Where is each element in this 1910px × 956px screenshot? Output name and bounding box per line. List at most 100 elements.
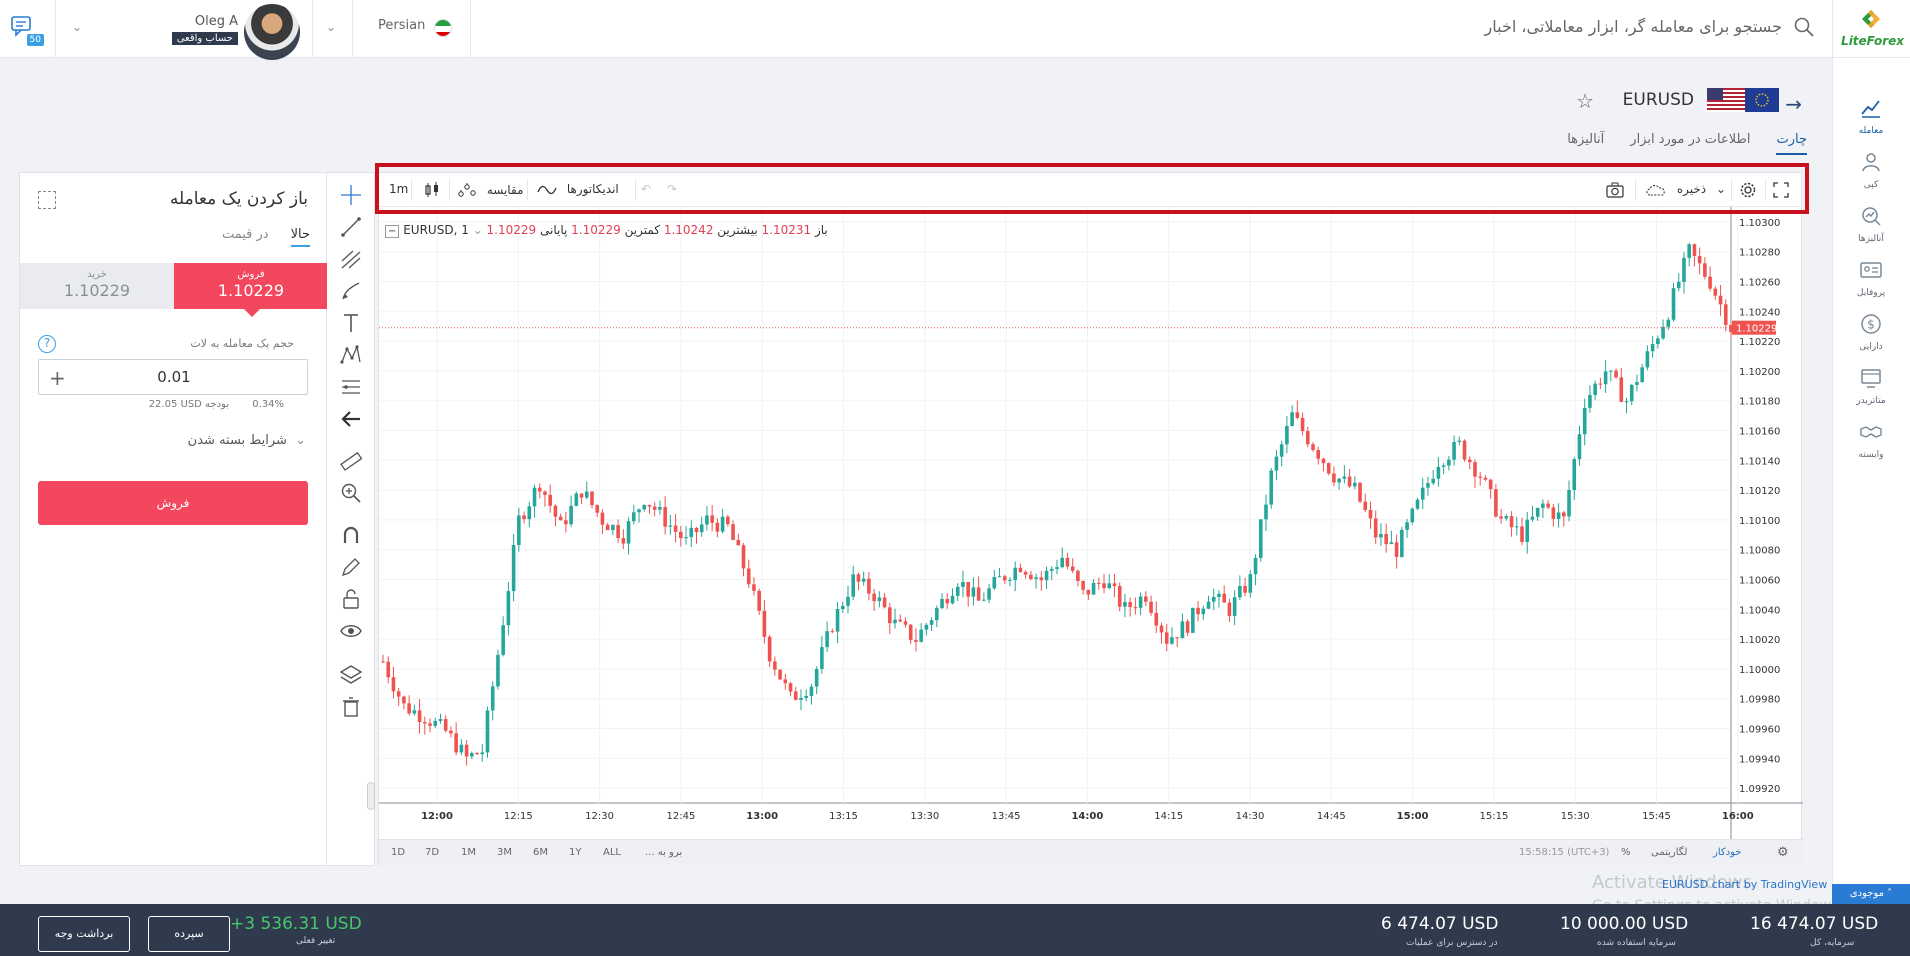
- lock-drawings-tool[interactable]: [339, 587, 363, 611]
- search-icon[interactable]: [1793, 16, 1815, 38]
- candle-body: [919, 629, 923, 642]
- total-equity: 16 474.07 USD: [1750, 914, 1879, 934]
- prediction-tool[interactable]: [339, 375, 363, 399]
- chevron-down-icon[interactable]: ⌄: [472, 223, 483, 237]
- save-button[interactable]: ذخیره ⌄: [1645, 182, 1726, 197]
- tradingview-attribution[interactable]: EURUSD chart by TradingView: [1662, 878, 1828, 891]
- y-tick-label: 1.10080: [1739, 546, 1780, 557]
- buy-price-button[interactable]: خرید 1.10229: [20, 263, 174, 309]
- drawing-toolbar: [327, 172, 375, 866]
- price-chart[interactable]: 1.10300 1.10280 1.10260 1.10240 1.10220 1.102…: [379, 207, 1803, 839]
- candle-body: [793, 691, 798, 700]
- zoom-tool[interactable]: [339, 481, 363, 505]
- tab-instrument-info[interactable]: اطلاعات در مورد ابزار: [1630, 132, 1751, 147]
- text-tool[interactable]: [339, 311, 363, 335]
- undo-icon[interactable]: ↶: [641, 182, 652, 196]
- candle-body: [1609, 370, 1613, 372]
- logo[interactable]: LiteForex: [1832, 0, 1910, 58]
- sidebar-item-profile[interactable]: پروفایل: [1832, 250, 1910, 302]
- collapse-panel-handle[interactable]: [367, 782, 375, 810]
- user-profile[interactable]: Oleg A حساب واقعی: [160, 4, 320, 60]
- period-all[interactable]: ALL: [603, 847, 621, 858]
- submit-sell-button[interactable]: فروش: [38, 481, 308, 525]
- compare-button[interactable]: مقایسه: [457, 182, 523, 198]
- trendline-tool[interactable]: [339, 215, 363, 239]
- remove-drawings-tool[interactable]: [339, 695, 363, 719]
- period-1y[interactable]: 1Y: [569, 847, 582, 858]
- withdraw-button[interactable]: برداشت وجه: [38, 916, 130, 952]
- candle-body: [1494, 489, 1498, 517]
- fib-tool[interactable]: [339, 247, 363, 271]
- notifications-button[interactable]: 50: [10, 14, 44, 46]
- candle-body: [396, 691, 401, 697]
- user-menu-chevron-icon[interactable]: ⌄: [326, 20, 337, 34]
- auto-scale-button[interactable]: خودکار: [1713, 847, 1742, 858]
- chart-settings-gear-icon[interactable]: ⚙: [1777, 845, 1789, 860]
- redo-icon[interactable]: ↷: [667, 182, 678, 196]
- object-tree-tool[interactable]: [339, 663, 363, 687]
- close-conditions-label: شرایط بسته شدن: [187, 433, 287, 448]
- log-scale-button[interactable]: لگاریتمی: [1651, 847, 1688, 858]
- settings-gear-icon[interactable]: [1739, 181, 1757, 199]
- camera-icon[interactable]: [1605, 181, 1625, 199]
- sidebar-item-metatrader[interactable]: متاتریدر: [1832, 358, 1910, 410]
- tab-analysis[interactable]: آنالیزها: [1567, 132, 1605, 147]
- magnet-tool[interactable]: [339, 523, 363, 547]
- brush-tool[interactable]: [339, 279, 363, 303]
- language-selector[interactable]: Persian: [378, 18, 426, 33]
- goto-date-button[interactable]: ... برو به: [645, 847, 683, 858]
- plus-icon[interactable]: +: [49, 366, 66, 390]
- candle-body: [1227, 602, 1232, 616]
- favorite-star-icon[interactable]: ☆: [1576, 89, 1594, 113]
- search-input[interactable]: جستجو برای معامله گر، ابزار معاملاتی، اخ…: [1484, 17, 1782, 36]
- sidebar-item-copy[interactable]: کپی: [1832, 142, 1910, 194]
- help-icon[interactable]: ?: [38, 335, 56, 353]
- account-menu-chevron-icon[interactable]: ⌄: [72, 20, 83, 34]
- fullscreen-icon[interactable]: [1773, 182, 1789, 198]
- deposit-button[interactable]: سپرده: [148, 916, 230, 952]
- candle-body: [631, 512, 636, 522]
- candle-body: [1159, 625, 1164, 633]
- candle-body: [1029, 574, 1033, 579]
- close-conditions-toggle[interactable]: شرایط بسته شدن ⌄: [188, 433, 306, 448]
- margin-required: 22.05 USD بودجه: [148, 399, 229, 410]
- y-tick-label: 1.10240: [1739, 307, 1780, 318]
- sidebar-item-affiliate[interactable]: وابسته: [1832, 412, 1910, 464]
- period-6m[interactable]: 6M: [533, 847, 548, 858]
- back-tool[interactable]: [339, 407, 363, 431]
- period-3m[interactable]: 3M: [497, 847, 512, 858]
- collapse-legend-icon[interactable]: −: [385, 225, 400, 238]
- sell-price-button[interactable]: فروش 1.10229: [174, 263, 328, 309]
- chevron-down-icon: ⌄: [295, 433, 306, 448]
- candle-body: [1243, 586, 1247, 593]
- period-1m[interactable]: 1M: [461, 847, 476, 858]
- period-1d[interactable]: 1D: [391, 847, 406, 858]
- total-equity-label: سرمایه، کل: [1810, 938, 1855, 948]
- expand-panel-icon[interactable]: [38, 191, 56, 209]
- crosshair-tool[interactable]: [339, 183, 363, 207]
- ruler-tool[interactable]: [339, 449, 363, 473]
- balance-toggle[interactable]: موجودی ˄: [1832, 884, 1910, 904]
- tab-pending-order[interactable]: در قیمت: [221, 227, 269, 242]
- indicators-button[interactable]: اندیکاتورها: [537, 182, 619, 197]
- tab-market-order[interactable]: حالا: [290, 227, 310, 247]
- x-tick-label: 15:15: [1479, 811, 1508, 822]
- candle-body: [1180, 621, 1185, 639]
- lot-size-input[interactable]: + 0.01: [38, 359, 308, 395]
- hide-drawings-tool[interactable]: [339, 619, 363, 643]
- interval-selector[interactable]: 1m: [389, 182, 409, 196]
- candle-body: [684, 537, 688, 539]
- back-arrow-icon[interactable]: →: [1785, 92, 1802, 116]
- candle-type-icon[interactable]: [423, 181, 441, 199]
- pattern-tool[interactable]: [339, 343, 363, 367]
- percent-scale-button[interactable]: %: [1621, 847, 1631, 858]
- stay-in-drawing-tool[interactable]: [339, 555, 363, 579]
- period-7d[interactable]: 7D: [425, 847, 440, 858]
- sidebar-item-assets[interactable]: $ دارایی: [1832, 304, 1910, 356]
- sidebar-item-trade[interactable]: معامله: [1832, 88, 1910, 140]
- sidebar-item-label: وابسته: [1858, 450, 1884, 460]
- legend-symbol: EURUSD, 1: [403, 223, 469, 237]
- tab-chart[interactable]: چارت: [1776, 132, 1807, 155]
- candle-body: [1008, 579, 1012, 581]
- sidebar-item-analysis[interactable]: آنالیزها: [1832, 196, 1910, 248]
